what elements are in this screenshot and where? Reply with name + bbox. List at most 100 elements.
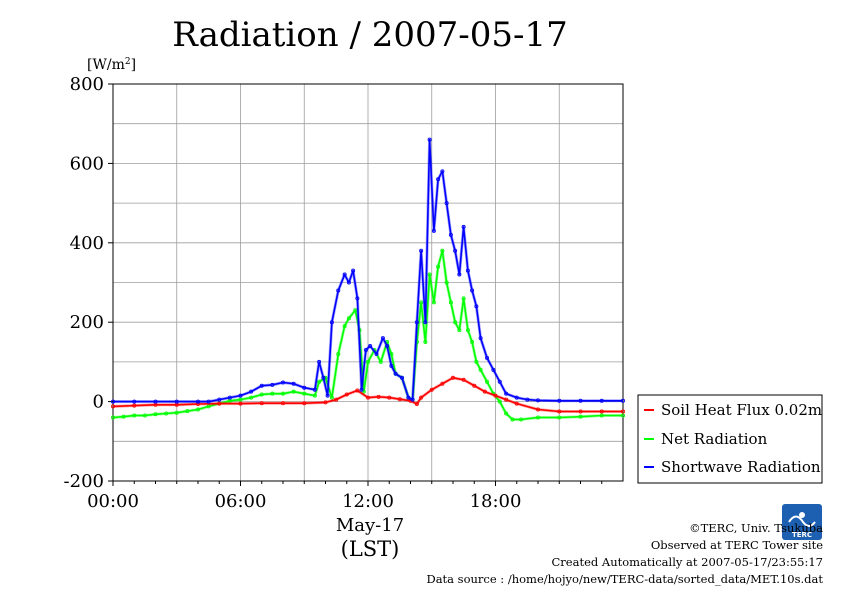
- data-point: [317, 359, 322, 364]
- data-point: [249, 389, 254, 394]
- data-point: [510, 417, 515, 422]
- data-point: [457, 272, 462, 277]
- data-point: [334, 397, 339, 402]
- legend-item-net-radiation: Net Radiation: [644, 430, 768, 448]
- data-point: [470, 288, 475, 293]
- x-tick-label: 18:00: [470, 491, 522, 512]
- data-point: [363, 347, 368, 352]
- data-point: [132, 413, 137, 418]
- data-point: [346, 280, 351, 285]
- data-point: [387, 395, 392, 400]
- data-point: [461, 377, 466, 382]
- data-point: [504, 411, 509, 416]
- data-point: [249, 395, 254, 400]
- x-axis: 00:00 06:00 12:00 18:00: [87, 481, 603, 512]
- data-point: [344, 392, 349, 397]
- data-point: [493, 393, 498, 398]
- data-point: [302, 391, 307, 396]
- data-point: [259, 401, 264, 406]
- data-point: [291, 389, 296, 394]
- y-tick-label: -200: [64, 471, 104, 492]
- data-point: [448, 300, 453, 305]
- data-point: [238, 401, 243, 406]
- data-point: [195, 407, 200, 412]
- legend-item-soil-heat-flux: Soil Heat Flux 0.02m: [644, 401, 822, 419]
- data-point: [342, 272, 347, 277]
- data-point: [121, 414, 126, 419]
- data-point: [336, 288, 341, 293]
- data-point: [389, 351, 394, 356]
- data-point: [599, 398, 604, 403]
- y-axis-unit: [W/m2]: [87, 57, 136, 73]
- data-point: [280, 391, 285, 396]
- data-point: [238, 397, 243, 402]
- x-tick-label: 12:00: [342, 491, 394, 512]
- y-tick-label: 0: [93, 392, 104, 413]
- data-point: [621, 398, 626, 403]
- chart-title: Radiation / 2007-05-17: [172, 15, 568, 55]
- data-point: [431, 300, 436, 305]
- data-point: [365, 359, 370, 364]
- data-point: [519, 417, 524, 422]
- data-point: [291, 381, 296, 386]
- data-point: [423, 340, 428, 345]
- data-point: [444, 201, 449, 206]
- data-point: [302, 385, 307, 390]
- data-point: [621, 409, 626, 414]
- data-point: [578, 398, 583, 403]
- data-point: [484, 355, 489, 360]
- data-point: [406, 395, 411, 400]
- credit-data-source: Data source : /home/hojyo/new/TERC-data/…: [426, 572, 823, 586]
- data-point: [472, 383, 477, 388]
- data-point: [536, 398, 541, 403]
- data-point: [557, 415, 562, 420]
- data-point: [312, 387, 317, 392]
- data-point: [491, 367, 496, 372]
- data-point: [470, 340, 475, 345]
- data-point: [465, 328, 470, 333]
- data-point: [380, 336, 385, 341]
- data-point: [474, 304, 479, 309]
- data-point: [436, 264, 441, 269]
- x-tick-label: 06:00: [215, 491, 267, 512]
- data-point: [453, 248, 458, 253]
- y-tick-label: 200: [70, 312, 104, 333]
- data-point: [457, 328, 462, 333]
- data-point: [353, 308, 358, 313]
- series-line: [112, 376, 623, 413]
- data-point: [497, 399, 502, 404]
- data-point: [185, 409, 190, 414]
- data-point: [599, 413, 604, 418]
- data-point: [174, 410, 179, 415]
- data-point: [504, 391, 509, 396]
- data-point: [385, 344, 390, 349]
- y-axis: 800 600 400 200 0 -200: [64, 74, 113, 492]
- data-point: [365, 395, 370, 400]
- data-point: [174, 399, 179, 404]
- data-point: [557, 398, 562, 403]
- data-point: [312, 393, 317, 398]
- data-point: [132, 399, 137, 404]
- data-point: [206, 399, 211, 404]
- data-point: [578, 409, 583, 414]
- data-point: [465, 268, 470, 273]
- data-point: [325, 393, 330, 398]
- data-point: [346, 316, 351, 321]
- series-line: [113, 138, 623, 403]
- data-point: [436, 177, 441, 182]
- data-point: [280, 401, 285, 406]
- y-tick-label: 600: [70, 153, 104, 174]
- data-point: [259, 392, 264, 397]
- data-point: [355, 296, 360, 301]
- grid-lines: [113, 84, 623, 481]
- data-point: [453, 320, 458, 325]
- series-soil-heat-flux-0-02m: [111, 375, 626, 414]
- data-point: [514, 401, 519, 406]
- data-point: [444, 280, 449, 285]
- data-point: [270, 391, 275, 396]
- data-point: [378, 359, 383, 364]
- series-line: [112, 249, 623, 421]
- data-point: [238, 393, 243, 398]
- data-point: [195, 399, 200, 404]
- data-point: [217, 401, 222, 406]
